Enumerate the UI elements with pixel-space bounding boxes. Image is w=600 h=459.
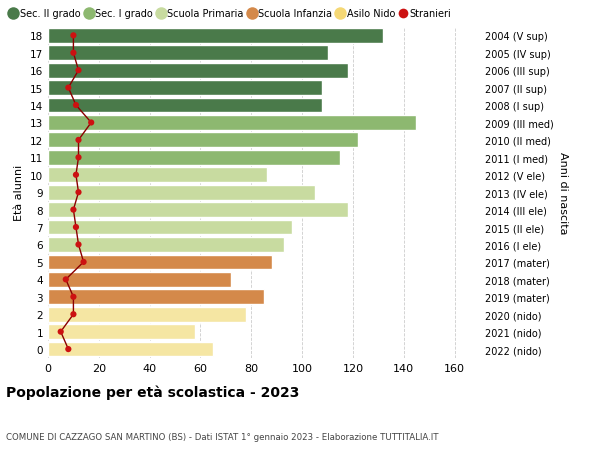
Bar <box>48 98 322 113</box>
Point <box>61 276 71 283</box>
Point <box>56 328 65 336</box>
Y-axis label: Età alunni: Età alunni <box>14 165 25 221</box>
Legend: Sec. II grado, Sec. I grado, Scuola Primaria, Scuola Infanzia, Asilo Nido, Stran: Sec. II grado, Sec. I grado, Scuola Prim… <box>11 10 451 19</box>
Point <box>68 207 78 214</box>
Point <box>71 102 81 110</box>
Point <box>64 346 73 353</box>
Bar <box>48 133 358 148</box>
Bar <box>48 81 322 96</box>
Point <box>68 50 78 57</box>
Point <box>68 33 78 40</box>
Bar <box>48 116 416 131</box>
Bar <box>48 238 284 252</box>
Bar <box>48 342 213 357</box>
Point <box>64 85 73 92</box>
Bar <box>48 220 292 235</box>
Point <box>74 241 83 249</box>
Bar <box>48 325 196 339</box>
Bar <box>48 203 348 218</box>
Bar <box>48 151 340 165</box>
Point <box>74 67 83 75</box>
Point <box>74 154 83 162</box>
Bar <box>48 272 231 287</box>
Point <box>71 172 81 179</box>
Bar <box>48 29 383 44</box>
Text: COMUNE DI CAZZAGO SAN MARTINO (BS) - Dati ISTAT 1° gennaio 2023 - Elaborazione T: COMUNE DI CAZZAGO SAN MARTINO (BS) - Dat… <box>6 431 439 441</box>
Bar <box>48 290 264 304</box>
Point <box>86 119 96 127</box>
Bar <box>48 185 315 200</box>
Bar <box>48 64 348 78</box>
Y-axis label: Anni di nascita: Anni di nascita <box>557 151 568 234</box>
Bar <box>48 168 266 183</box>
Point <box>71 224 81 231</box>
Bar <box>48 255 272 270</box>
Bar <box>48 46 328 61</box>
Bar <box>48 307 246 322</box>
Text: Popolazione per età scolastica - 2023: Popolazione per età scolastica - 2023 <box>6 385 299 399</box>
Point <box>74 189 83 196</box>
Point <box>74 137 83 144</box>
Point <box>68 311 78 318</box>
Point <box>79 259 88 266</box>
Point <box>68 293 78 301</box>
